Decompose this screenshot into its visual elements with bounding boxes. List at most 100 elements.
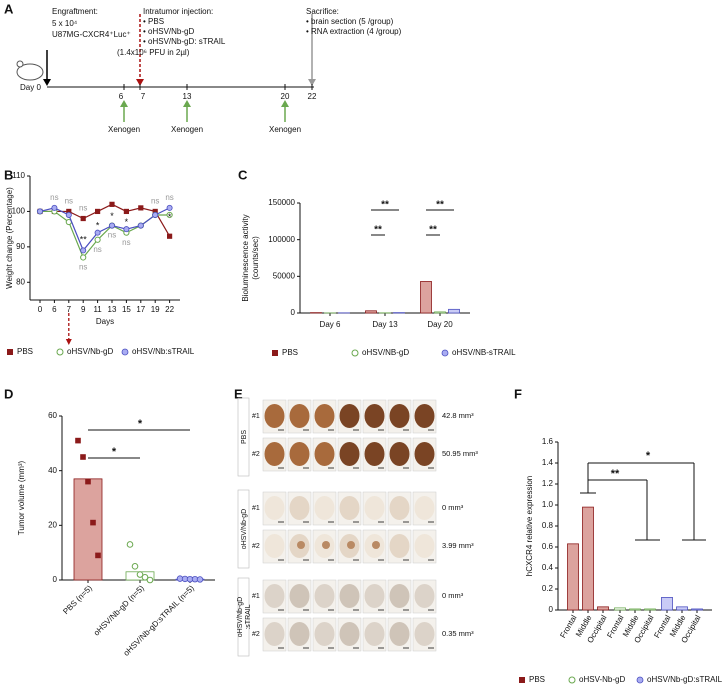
marker	[152, 208, 158, 215]
marker	[37, 208, 44, 215]
brain-section	[339, 496, 360, 520]
bar	[691, 608, 703, 611]
group-frame	[237, 577, 250, 657]
panel-letter: C	[238, 167, 248, 182]
brain-section	[314, 496, 335, 520]
bar	[661, 597, 673, 611]
marker	[80, 247, 87, 254]
legend-label: oHSV/Nb-gD	[67, 347, 113, 356]
arrow-head	[120, 100, 128, 107]
tumor-volume: 50.95 mm³	[442, 449, 478, 458]
y-tick-label: 0	[53, 575, 58, 584]
marker	[166, 204, 173, 211]
brain-section	[339, 442, 360, 466]
marker	[95, 552, 101, 559]
legend-label: oHSV/Nb-gD:sTRAIL	[647, 675, 723, 684]
imaging-label: Xenogen	[269, 125, 301, 134]
x-tick-label: 17	[136, 305, 145, 314]
brain-section	[289, 496, 310, 520]
marker	[126, 541, 134, 548]
group-frame	[237, 397, 250, 477]
significance-label: **	[381, 200, 389, 211]
panel-letter: A	[4, 1, 14, 16]
significance-label: **	[374, 225, 382, 236]
group-label: PBS	[241, 430, 248, 444]
y-axis-label: Bioluminescence activity	[241, 214, 250, 301]
y-tick-label: 20	[48, 520, 57, 529]
x-tick-label: 11	[93, 305, 102, 314]
imaging-label: Xenogen	[171, 125, 203, 134]
marker	[85, 478, 91, 485]
arrow-head	[43, 79, 51, 86]
x-tick-label: 19	[151, 305, 160, 314]
annotation: **	[80, 235, 88, 245]
brain-section	[414, 442, 435, 466]
brain-section	[289, 622, 310, 646]
y-tick-label: 0.6	[542, 542, 554, 551]
brain-section	[389, 534, 410, 558]
brain-section	[289, 442, 310, 466]
timeline-text: Sacrifice:	[306, 7, 339, 16]
bar	[73, 478, 103, 581]
marker	[121, 348, 129, 356]
sample-id: #1	[252, 593, 260, 600]
group-label: oHSV/Nb-gD	[241, 509, 248, 549]
y-tick-label: 150000	[268, 198, 295, 207]
panel-letter: E	[234, 386, 243, 401]
tumor-volume: 0 mm³	[442, 591, 464, 600]
marker	[65, 211, 72, 218]
bar	[420, 281, 432, 314]
marker	[90, 519, 96, 526]
timeline-text: (1.4x10⁶ PFU in 2µl)	[117, 48, 190, 57]
x-tick-label: PBS (n=5)	[61, 583, 94, 616]
annotation: ns	[79, 204, 87, 213]
x-tick-label: 6	[52, 305, 57, 314]
brain-section	[264, 622, 285, 646]
bar	[597, 606, 609, 611]
brain-section	[264, 442, 285, 466]
imaging-label: Xenogen	[108, 125, 140, 134]
legend-label: oHSV-Nb-gD	[579, 675, 625, 684]
brain-section	[389, 496, 410, 520]
brain-section	[314, 584, 335, 608]
bar	[448, 308, 460, 314]
marker	[56, 348, 64, 356]
marker	[568, 676, 576, 684]
annotation: *	[110, 211, 114, 221]
timeline-text: Engraftment:	[52, 7, 98, 16]
sample-id: #1	[252, 505, 260, 512]
annotation: *	[96, 220, 100, 230]
x-tick-label: Day 13	[372, 320, 398, 329]
mouse-ear	[16, 60, 24, 68]
x-axis-label: Days	[96, 317, 114, 326]
bar	[644, 608, 656, 611]
timeline-day: 7	[141, 92, 146, 101]
bar	[629, 608, 641, 611]
panel-letter: F	[514, 386, 522, 401]
x-tick-label: 13	[108, 305, 117, 314]
brain-section	[414, 534, 435, 558]
x-tick-label: Day 20	[427, 320, 453, 329]
x-tick-label: 15	[122, 305, 131, 314]
annotation: *	[168, 212, 172, 222]
arrow-head	[308, 79, 316, 86]
timeline-day: 6	[119, 92, 124, 101]
bar	[434, 311, 446, 314]
tumor-spot	[347, 541, 355, 549]
significance-label: **	[436, 200, 444, 211]
marker	[519, 677, 525, 683]
tumor-spot	[297, 541, 305, 549]
brain-section	[264, 584, 285, 608]
brain-section	[314, 442, 335, 466]
marker	[109, 222, 116, 229]
bar	[582, 506, 594, 611]
y-tick-label: 90	[16, 242, 25, 251]
brain-section	[414, 404, 435, 428]
arrow-head	[136, 79, 144, 86]
annotation: ns	[122, 238, 130, 247]
y-tick-label: 100000	[268, 235, 295, 244]
marker	[94, 229, 101, 236]
bar	[614, 607, 626, 611]
brain-section	[414, 622, 435, 646]
timeline-text: • brain section (5 /group)	[306, 17, 394, 26]
